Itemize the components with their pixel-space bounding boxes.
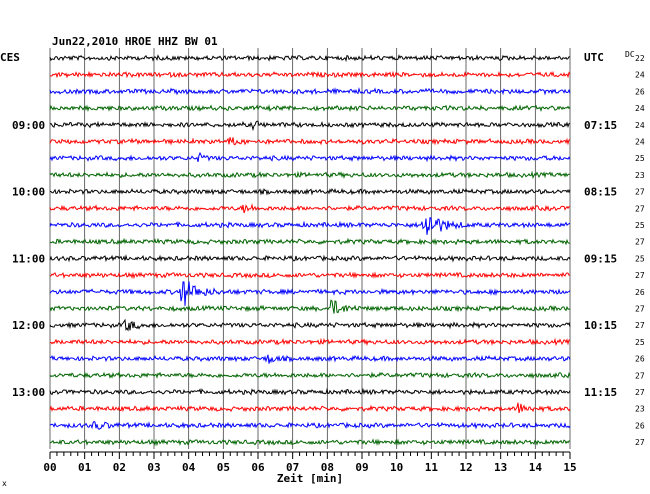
left-time-label-1: 10:00	[12, 186, 45, 199]
trace-row-9	[49, 203, 571, 214]
trace-row-10	[49, 217, 571, 235]
x-tick-label-3: 03	[147, 461, 160, 474]
trace-row-20	[49, 387, 571, 396]
dc-value-labels: 22 24 26 24 24 24 25 23 27 27 25 27 25 27 26 27 27 25 26 27…	[635, 54, 645, 447]
grid-lines	[49, 48, 571, 449]
trace-group	[49, 54, 571, 447]
trace-row-14	[49, 281, 571, 306]
x-tick-label-12: 12	[459, 461, 472, 474]
dc-value-11: 27	[635, 238, 645, 247]
dc-value-14: 26	[635, 288, 645, 297]
dc-value-22: 26	[635, 421, 645, 430]
dc-value-12: 25	[635, 254, 645, 263]
trace-row-6	[49, 151, 571, 163]
trace-row-23	[49, 438, 570, 447]
dc-value-1: 24	[635, 71, 645, 80]
x-tick-label-4: 04	[182, 461, 196, 474]
trace-row-8	[49, 187, 571, 196]
chart-title: Jun22,2010 HROE HHZ BW 01	[52, 35, 218, 48]
trace-row-0	[49, 54, 571, 63]
x-tick-label-0: 00	[43, 461, 56, 474]
trace-row-5	[49, 137, 571, 146]
right-time-label-0: 07:15	[584, 119, 617, 132]
right-timezone-label: UTC	[584, 51, 604, 64]
x-tick-label-1: 01	[78, 461, 92, 474]
dc-value-2: 26	[635, 87, 645, 96]
x-tick-label-8: 08	[321, 461, 334, 474]
trace-row-22	[49, 420, 571, 430]
dc-value-15: 27	[635, 305, 645, 314]
right-time-label-1: 08:15	[584, 186, 617, 199]
right-time-label-4: 11:15	[584, 386, 617, 399]
x-tick-label-9: 09	[355, 461, 368, 474]
x-axis-label: Zeit [min]	[277, 472, 343, 485]
dc-value-20: 27	[635, 388, 645, 397]
trace-row-13	[49, 271, 571, 280]
trace-row-18	[49, 354, 571, 364]
trace-row-21	[49, 402, 571, 414]
trace-row-11	[49, 237, 571, 246]
dc-value-16: 27	[635, 321, 645, 330]
dc-value-3: 24	[635, 104, 645, 113]
trace-row-3	[49, 104, 571, 113]
x-tick-label-5: 05	[217, 461, 230, 474]
x-tick-label-7: 07	[286, 461, 299, 474]
x-axis: 00 01 02 03 04 05 06 07 08 09 10 11 12 13 14 15	[43, 451, 577, 474]
dc-value-23: 27	[635, 438, 645, 447]
x-tick-label-2: 02	[113, 461, 126, 474]
x-tick-label-14: 14	[529, 461, 543, 474]
trace-row-12	[49, 254, 571, 263]
right-time-labels: 07:15 08:15 09:15 10:15 11:15	[584, 119, 617, 399]
trace-row-7	[49, 170, 570, 180]
dc-value-7: 23	[635, 171, 645, 180]
left-time-label-2: 11:00	[12, 252, 45, 265]
corner-mark: x	[2, 479, 7, 488]
trace-row-16	[49, 318, 571, 332]
trace-row-4	[49, 120, 571, 132]
x-tick-label-11: 11	[425, 461, 439, 474]
x-tick-label-10: 10	[390, 461, 403, 474]
trace-row-15	[49, 299, 571, 314]
dc-value-21: 23	[635, 405, 645, 414]
trace-row-19	[49, 371, 571, 380]
dc-value-13: 27	[635, 271, 645, 280]
dc-value-9: 27	[635, 204, 645, 213]
dc-value-5: 24	[635, 138, 645, 147]
x-tick-label-13: 13	[494, 461, 507, 474]
dc-value-17: 25	[635, 338, 645, 347]
right-time-label-3: 10:15	[584, 319, 617, 332]
dc-value-4: 24	[635, 121, 645, 130]
dc-value-18: 26	[635, 355, 645, 364]
dc-value-10: 25	[635, 221, 645, 230]
dc-header: DC	[625, 50, 635, 59]
left-time-label-3: 12:00	[12, 319, 45, 332]
dc-value-6: 25	[635, 154, 645, 163]
left-time-labels: 09:00 10:00 11:00 12:00 13:00	[12, 119, 45, 399]
left-time-label-0: 09:00	[12, 119, 45, 132]
left-timezone-label: CES	[0, 51, 20, 64]
left-time-label-4: 13:00	[12, 386, 45, 399]
x-tick-label-15: 15	[563, 461, 576, 474]
right-time-label-2: 09:15	[584, 252, 617, 265]
dc-value-0: 22	[635, 54, 645, 63]
dc-value-19: 27	[635, 371, 645, 380]
x-tick-label-6: 06	[251, 461, 265, 474]
dc-value-8: 27	[635, 188, 645, 197]
trace-row-17	[49, 337, 571, 347]
trace-row-2	[49, 87, 571, 96]
trace-row-1	[49, 70, 571, 79]
